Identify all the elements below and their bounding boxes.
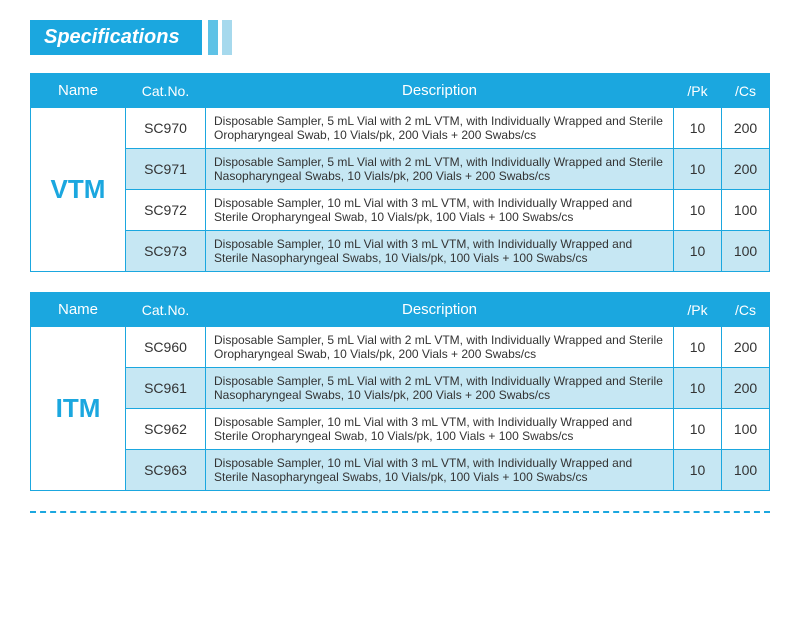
accent-bar xyxy=(222,20,232,55)
per-pack: 10 xyxy=(674,368,722,409)
table-row: SC963Disposable Sampler, 10 mL Vial with… xyxy=(31,450,770,491)
table-row: ITMSC960Disposable Sampler, 5 mL Vial wi… xyxy=(31,327,770,368)
header-accent xyxy=(208,20,236,55)
per-case: 200 xyxy=(722,327,770,368)
per-pack: 10 xyxy=(674,190,722,231)
table-row: SC961Disposable Sampler, 5 mL Vial with … xyxy=(31,368,770,409)
cat-no: SC962 xyxy=(126,409,206,450)
per-pack: 10 xyxy=(674,409,722,450)
column-header: Cat.No. xyxy=(126,293,206,327)
cat-no: SC971 xyxy=(126,149,206,190)
group-name: VTM xyxy=(31,108,126,272)
per-case: 100 xyxy=(722,450,770,491)
table-row: SC962Disposable Sampler, 10 mL Vial with… xyxy=(31,409,770,450)
cat-no: SC963 xyxy=(126,450,206,491)
description: Disposable Sampler, 10 mL Vial with 3 mL… xyxy=(206,231,674,272)
table-row: SC971Disposable Sampler, 5 mL Vial with … xyxy=(31,149,770,190)
per-case: 100 xyxy=(722,190,770,231)
column-header: Cat.No. xyxy=(126,74,206,108)
per-pack: 10 xyxy=(674,327,722,368)
column-header: /Pk xyxy=(674,293,722,327)
section-header: Specifications xyxy=(30,20,770,55)
column-header: /Cs xyxy=(722,293,770,327)
description: Disposable Sampler, 10 mL Vial with 3 mL… xyxy=(206,450,674,491)
column-header: Description xyxy=(206,74,674,108)
per-case: 100 xyxy=(722,231,770,272)
per-case: 200 xyxy=(722,149,770,190)
column-header: /Pk xyxy=(674,74,722,108)
column-header: Name xyxy=(31,74,126,108)
accent-bar xyxy=(208,20,218,55)
description: Disposable Sampler, 5 mL Vial with 2 mL … xyxy=(206,327,674,368)
spec-table: NameCat.No.Description/Pk/CsVTMSC970Disp… xyxy=(30,73,770,272)
table-row: SC973Disposable Sampler, 10 mL Vial with… xyxy=(31,231,770,272)
spec-table: NameCat.No.Description/Pk/CsITMSC960Disp… xyxy=(30,292,770,491)
cat-no: SC970 xyxy=(126,108,206,149)
per-pack: 10 xyxy=(674,108,722,149)
per-case: 200 xyxy=(722,368,770,409)
section-title: Specifications xyxy=(30,20,202,55)
cat-no: SC972 xyxy=(126,190,206,231)
per-pack: 10 xyxy=(674,149,722,190)
column-header: Description xyxy=(206,293,674,327)
per-pack: 10 xyxy=(674,450,722,491)
group-name: ITM xyxy=(31,327,126,491)
description: Disposable Sampler, 5 mL Vial with 2 mL … xyxy=(206,149,674,190)
description: Disposable Sampler, 5 mL Vial with 2 mL … xyxy=(206,108,674,149)
dashed-divider xyxy=(30,511,770,513)
description: Disposable Sampler, 10 mL Vial with 3 mL… xyxy=(206,190,674,231)
table-row: SC972Disposable Sampler, 10 mL Vial with… xyxy=(31,190,770,231)
column-header: Name xyxy=(31,293,126,327)
table-row: VTMSC970Disposable Sampler, 5 mL Vial wi… xyxy=(31,108,770,149)
description: Disposable Sampler, 10 mL Vial with 3 mL… xyxy=(206,409,674,450)
cat-no: SC961 xyxy=(126,368,206,409)
description: Disposable Sampler, 5 mL Vial with 2 mL … xyxy=(206,368,674,409)
cat-no: SC960 xyxy=(126,327,206,368)
column-header: /Cs xyxy=(722,74,770,108)
per-case: 200 xyxy=(722,108,770,149)
per-case: 100 xyxy=(722,409,770,450)
cat-no: SC973 xyxy=(126,231,206,272)
per-pack: 10 xyxy=(674,231,722,272)
